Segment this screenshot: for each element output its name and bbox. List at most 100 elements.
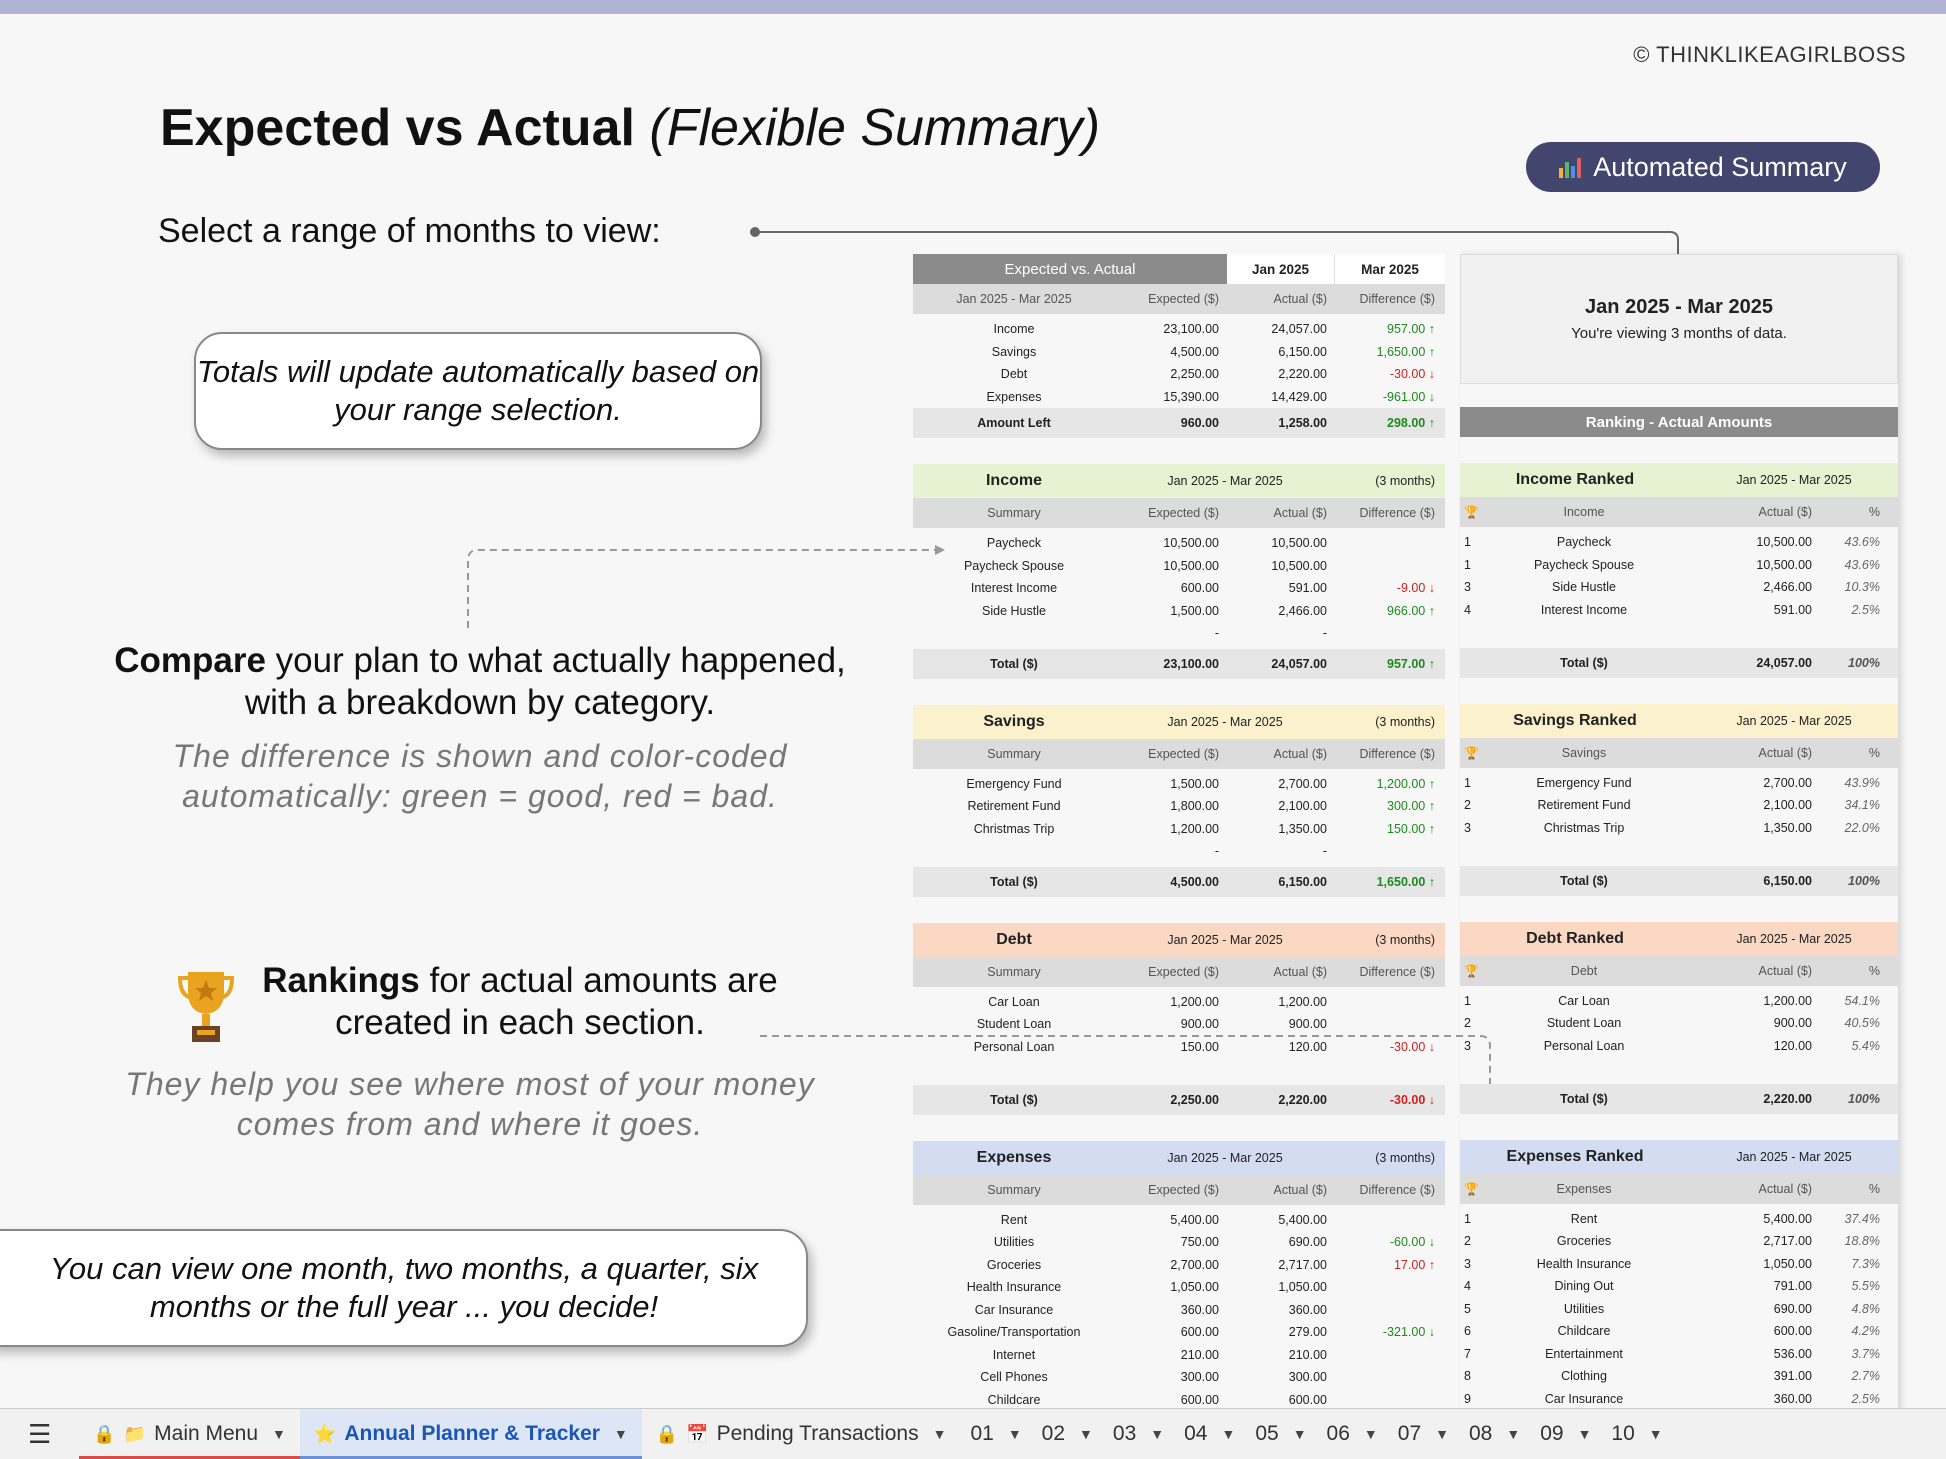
tab-09[interactable]: 09 ▼ [1530,1409,1601,1459]
chevron-down-icon[interactable]: ▼ [932,1426,947,1442]
tab-01[interactable]: 01 ▼ [960,1409,1031,1459]
rank-label: Groceries [1556,1234,1612,1249]
tab-03[interactable]: 03 ▼ [1103,1409,1174,1459]
ranked-header-savings: Savings Ranked Jan 2025 - Mar 2025 [1460,703,1898,738]
col-percent: % [1868,745,1880,760]
actual-value: 300.00 [1288,1370,1327,1385]
row-label: Retirement Fund [967,799,1061,814]
all-sheets-menu-icon[interactable]: ☰ [28,1418,52,1449]
tab-07[interactable]: 07 ▼ [1388,1409,1459,1459]
actual-value: 2,466.00 [1278,603,1327,618]
rankings-rest: for actual amounts are created in each s… [335,961,778,1042]
chevron-down-icon[interactable]: ▼ [1363,1426,1378,1442]
rank-actual: 1,200.00 [1763,993,1812,1008]
summary-col-header: Jan 2025 - Mar 2025 Expected ($) Actual ($… [913,284,1445,314]
total-actual: 1,258.00 [1278,416,1327,430]
table-row: Debt 2,250.00 2,220.00 -30.00 ↓ [913,363,1445,386]
expected-value: 4,500.00 [1170,344,1219,359]
total-expected: 2,250.00 [1170,1092,1219,1107]
chevron-down-icon[interactable]: ▼ [1007,1426,1022,1442]
chevron-down-icon[interactable]: ▼ [1150,1426,1165,1442]
chevron-down-icon[interactable]: ▼ [272,1426,286,1442]
col-actual: Actual ($) [1273,746,1328,761]
difference-value: 300.00 ↑ [1387,799,1435,814]
chevron-down-icon[interactable]: ▼ [613,1426,628,1442]
table-row: Car Insurance 360.00 360.00 [913,1299,1445,1322]
row-label: Health Insurance [966,1280,1062,1295]
actual-value: 24,057.00 [1271,322,1327,337]
ranked-total-row: Total ($) 2,220.00 100% [1460,1083,1898,1114]
automated-summary-badge: Automated Summary [1526,142,1880,192]
actual-value: 1,050.00 [1278,1280,1327,1295]
expected-value: 10,500.00 [1163,536,1219,551]
total-percent: 100% [1848,655,1880,670]
chevron-down-icon[interactable]: ▼ [1577,1426,1592,1442]
rank-label: Interest Income [1540,602,1628,617]
table-row: Utilities 750.00 690.00 -60.00 ↓ [913,1231,1445,1254]
range-start-select[interactable]: Jan 2025 [1227,254,1335,284]
tab-label: Pending Transactions [716,1422,919,1445]
expected-value: 1,050.00 [1170,1280,1219,1295]
tab-08[interactable]: 08 ▼ [1459,1409,1530,1459]
rank-percent: 2.5% [1851,1391,1881,1406]
section-col-header: Summary Expected ($) Actual ($) Difference … [913,738,1445,769]
ranked-row: 1 Emergency Fund 2,700.00 43.9% [1460,772,1898,795]
tab-pending-transactions[interactable]: 🔒 📅 Pending Transactions ▼ [642,1409,961,1459]
tab-10[interactable]: 10 ▼ [1601,1409,1672,1459]
ranked-row: 3 Christmas Trip 1,350.00 22.0% [1460,817,1898,840]
rank-percent: 5.5% [1851,1279,1881,1294]
col-expected: Expected ($) [1148,1182,1219,1197]
total-expected: 960.00 [1180,416,1219,430]
rank-label: Retirement Fund [1537,798,1631,813]
col-summary: Summary [987,746,1041,761]
tab-02[interactable]: 02 ▼ [1032,1409,1103,1459]
col-expected: Expected ($) [1148,964,1219,979]
col-percent: % [1868,1181,1880,1196]
copyright-text: © THINKLIKEAGIRLBOSS [1633,42,1906,67]
tab-04[interactable]: 04 ▼ [1174,1409,1245,1459]
rank-number: 5 [1464,1301,1471,1316]
rank-number: 6 [1464,1324,1471,1339]
expected-value: 5,400.00 [1170,1212,1219,1227]
row-label: Rent [1000,1212,1028,1227]
tab-annual-planner-tracker[interactable]: ⭐ Annual Planner & Tracker ▼ [299,1408,642,1459]
total-expected: 4,500.00 [1170,874,1219,889]
table-row: Interest Income 600.00 591.00 -9.00 ↓ [913,577,1445,600]
chevron-down-icon[interactable]: ▼ [1221,1426,1236,1442]
total-difference: 1,650.00 ↑ [1376,874,1435,889]
col-difference: Difference ($) [1359,292,1436,306]
tab-05[interactable]: 05 ▼ [1245,1409,1316,1459]
ranking-header: Ranking - Actual Amounts [1460,407,1898,437]
row-label: Childcare [987,1392,1041,1407]
table-row: Side Hustle 1,500.00 2,466.00 966.00 ↑ [913,600,1445,623]
total-actual: 6,150.00 [1278,874,1327,889]
rank-number: 7 [1464,1346,1471,1361]
actual-value: 1,350.00 [1278,821,1327,836]
range-end-select[interactable]: Mar 2025 [1335,254,1445,284]
tab-main-menu[interactable]: 🔒 📁 Main Menu ▼ [79,1409,300,1459]
rank-percent: 18.8% [1844,1234,1880,1249]
compare-bold: Compare [114,641,266,680]
section-col-header: Summary Expected ($) Actual ($) Difference … [913,956,1445,987]
chevron-down-icon[interactable]: ▼ [1292,1426,1307,1442]
chevron-down-icon[interactable]: ▼ [1648,1426,1663,1442]
ranked-row: 1 Paycheck Spouse 10,500.00 43.6% [1460,554,1898,577]
rank-percent: 43.9% [1844,775,1880,790]
section-title: Expenses [976,1148,1052,1166]
expected-value: 1,500.00 [1170,776,1219,791]
rank-percent: 2.5% [1851,602,1881,617]
expected-value: 1,200.00 [1170,994,1219,1009]
rank-label: Childcare [1557,1324,1611,1339]
table-row: Groceries 2,700.00 2,717.00 17.00 ↑ [913,1254,1445,1277]
tab-icon: ⭐ [313,1423,337,1444]
tab-06[interactable]: 06 ▼ [1317,1409,1388,1459]
section-range: Jan 2025 - Mar 2025 [1167,474,1283,488]
chevron-down-icon[interactable]: ▼ [1079,1426,1093,1442]
row-label: Expenses [986,389,1042,404]
chevron-down-icon[interactable]: ▼ [1506,1426,1521,1442]
table-row: Rent 5,400.00 5,400.00 [913,1209,1445,1232]
chevron-down-icon[interactable]: ▼ [1435,1426,1449,1442]
viewing-range-note: You're viewing 3 months of data. [1571,325,1787,342]
rank-actual: 10,500.00 [1756,557,1812,572]
expected-value: 1,200.00 [1170,821,1219,836]
